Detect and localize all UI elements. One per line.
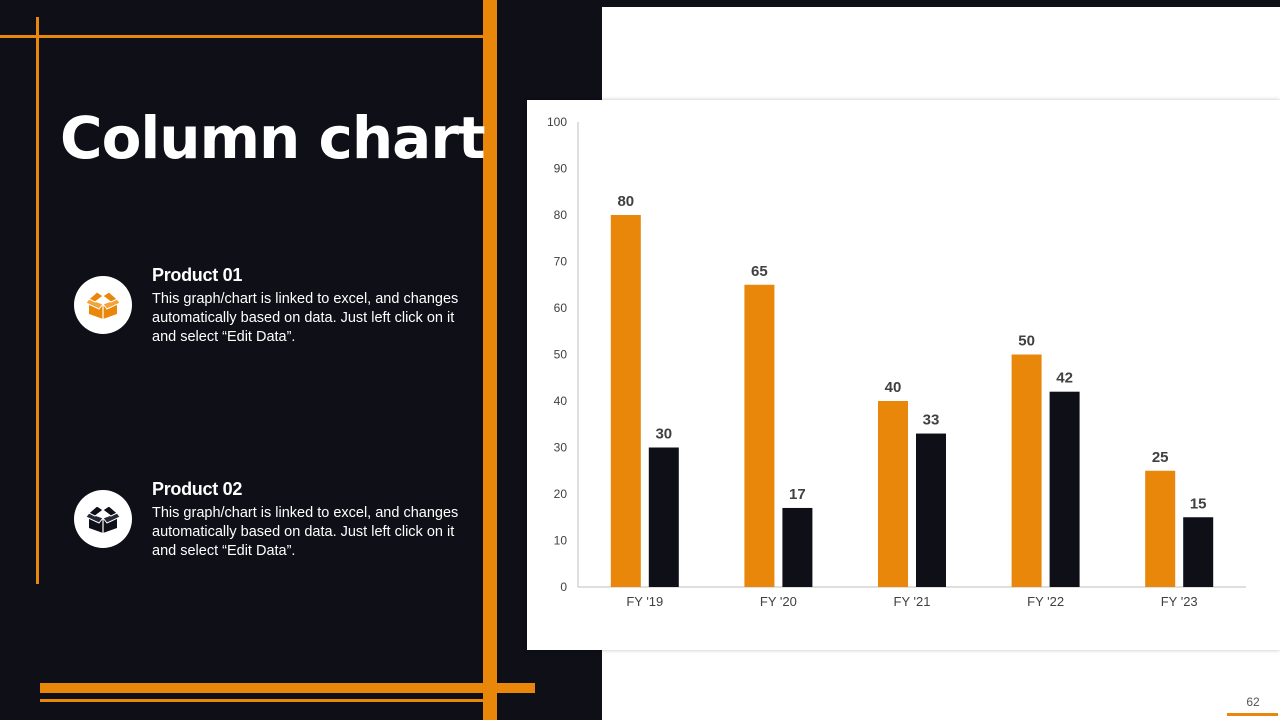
bar-series-2 xyxy=(916,433,946,587)
y-tick-label: 60 xyxy=(554,301,568,315)
y-tick-label: 70 xyxy=(554,255,568,269)
data-label: 25 xyxy=(1152,449,1169,466)
bar-series-2 xyxy=(1049,391,1080,587)
chart-card[interactable]: 0 10 20 30 40 50 60 70 80 90 100 80 30 FY '19 65 17 FY '… xyxy=(527,100,1280,650)
y-tick-label: 90 xyxy=(554,162,568,176)
bar-series-1 xyxy=(744,284,775,587)
left-vertical-rule xyxy=(36,17,39,584)
bar-series-2 xyxy=(782,507,813,587)
bar-series-2 xyxy=(648,447,679,587)
x-tick-label: FY '20 xyxy=(760,594,797,609)
bottom-horizontal-bar xyxy=(40,683,535,693)
bar-series-1 xyxy=(1011,354,1042,587)
data-label: 50 xyxy=(1018,333,1035,350)
top-dark-strip xyxy=(602,0,1280,7)
y-tick-label: 40 xyxy=(554,394,568,408)
product-02-title: Product 02 xyxy=(152,479,243,499)
slide-title: Column chart xyxy=(60,104,486,172)
product-01-description: This graph/chart is linked to excel, and… xyxy=(152,291,459,345)
y-tick-label: 10 xyxy=(554,534,568,548)
y-tick-label: 30 xyxy=(554,441,568,455)
data-label: 33 xyxy=(923,412,940,429)
product-01-title: Product 01 xyxy=(152,265,243,285)
main-vertical-bar xyxy=(483,0,497,720)
data-label: 65 xyxy=(751,263,768,280)
data-label: 17 xyxy=(789,486,806,503)
page-number: 62 xyxy=(1246,695,1260,709)
x-tick-label: FY '19 xyxy=(626,594,663,609)
top-horizontal-rule xyxy=(0,35,484,38)
bar-series-1 xyxy=(610,215,641,587)
product-02-description: This graph/chart is linked to excel, and… xyxy=(152,505,459,559)
column-chart[interactable]: 0 10 20 30 40 50 60 70 80 90 100 80 30 FY '19 65 17 FY '… xyxy=(527,100,1280,650)
y-tick-label: 50 xyxy=(554,348,568,362)
y-tick-label: 80 xyxy=(554,208,568,222)
data-label: 30 xyxy=(655,426,672,443)
bar-series-1 xyxy=(1145,470,1176,587)
data-label: 15 xyxy=(1190,495,1207,512)
x-tick-label: FY '23 xyxy=(1161,594,1198,609)
y-tick-label: 100 xyxy=(547,115,567,129)
x-tick-label: FY '22 xyxy=(1027,594,1064,609)
dark-side-panel xyxy=(0,0,602,720)
product-01-icon-badge xyxy=(74,276,132,334)
product-02-icon-badge xyxy=(74,490,132,548)
x-tick-label: FY '21 xyxy=(894,594,931,609)
bar-series-2 xyxy=(1183,517,1214,587)
y-tick-label: 20 xyxy=(554,487,568,501)
data-label: 80 xyxy=(617,193,634,210)
bar-series-1 xyxy=(878,401,908,587)
box-icon xyxy=(86,505,120,533)
data-label: 42 xyxy=(1056,370,1073,387)
page-number-underline xyxy=(1227,713,1278,716)
bottom-horizontal-thin-rule xyxy=(40,699,483,702)
data-label: 40 xyxy=(885,379,902,396)
box-icon xyxy=(86,291,120,319)
y-tick-label: 0 xyxy=(560,580,567,594)
